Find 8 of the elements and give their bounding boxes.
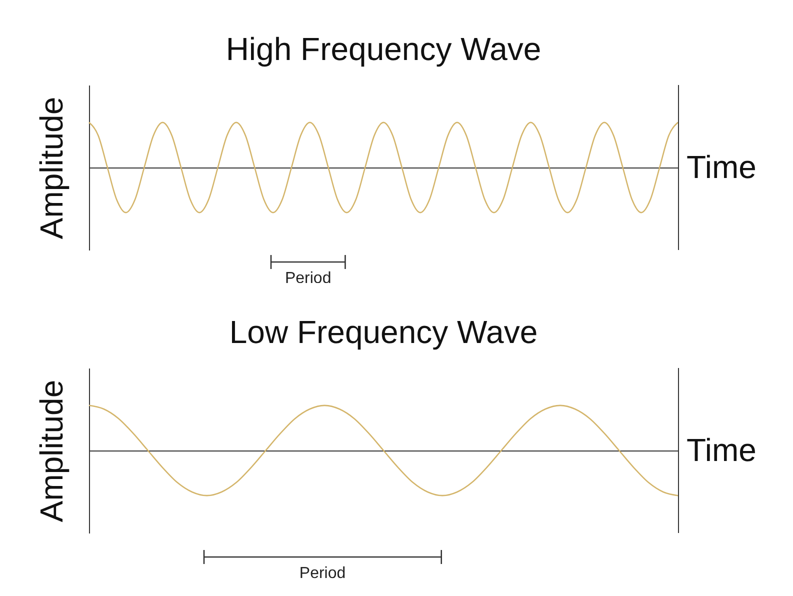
text: Period: [284, 270, 332, 288]
x-axis-title: Time: [686, 149, 756, 185]
chart-title: High Frequency Wave: [226, 31, 542, 67]
y-axis-title: Amplitude: [34, 380, 70, 522]
x-axis-title: Time: [686, 432, 756, 468]
chart-title: Low Frequency Wave: [229, 314, 538, 350]
text: Period: [299, 565, 346, 583]
y-axis-title: Amplitude: [34, 96, 70, 240]
